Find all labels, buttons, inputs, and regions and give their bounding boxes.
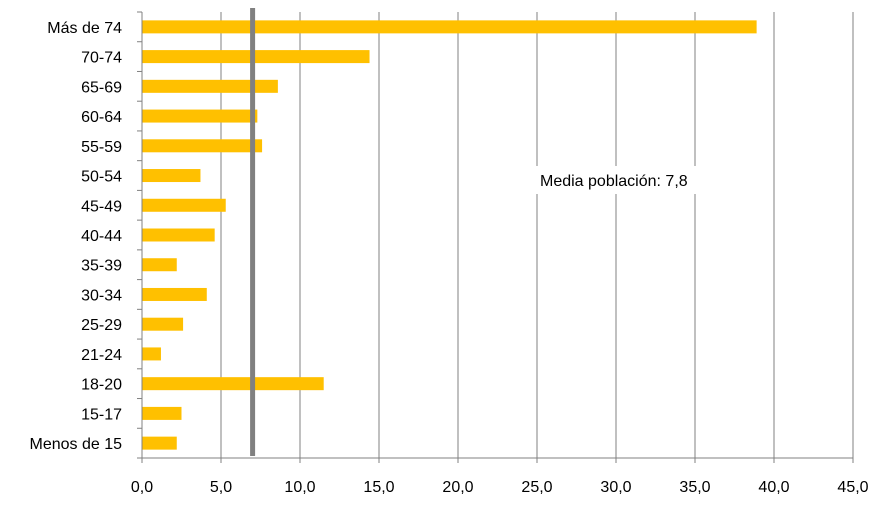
bar [142,287,207,301]
x-tick-label: 0,0 [131,479,153,496]
category-label: 15-17 [81,406,122,423]
bar [142,50,370,64]
bar [142,377,324,391]
bar [142,228,215,242]
bar [142,109,258,123]
category-label: 60-64 [81,109,122,126]
x-tick-label: 5,0 [210,479,232,496]
category-label: 45-49 [81,198,122,215]
bar [142,169,201,183]
axes [137,11,854,463]
category-label: 40-44 [81,228,122,245]
x-tick-label: 10,0 [284,479,315,496]
bar [142,347,161,361]
bar [142,406,182,420]
x-tick-label: 15,0 [363,479,394,496]
category-label: 18-20 [81,377,122,394]
category-label: 30-34 [81,287,122,304]
bar [142,436,177,450]
category-label: 70-74 [81,50,122,67]
category-label: 65-69 [81,79,122,96]
x-tick-label: 25,0 [521,479,552,496]
category-label: 25-29 [81,317,122,334]
x-tick-label: 45,0 [837,479,868,496]
category-label: 21-24 [81,347,122,364]
x-tick-label: 40,0 [758,479,789,496]
category-label: 35-39 [81,258,122,275]
x-tick-label: 30,0 [600,479,631,496]
bar [142,20,757,34]
x-tick-label: 35,0 [679,479,710,496]
annotation-background [534,166,724,194]
bar [142,258,177,272]
labels: 0,0 5,0 10,0 15,0 20,0 25,0 30,0 35,0 40,0 45,0 Má… [29,20,868,496]
category-label: 55-59 [81,139,122,156]
category-label: Menos de 15 [29,436,122,453]
bars [142,20,757,450]
category-label: 50-54 [81,169,122,186]
bar [142,79,278,93]
annotation-label: Media población: 7,8 [540,173,688,190]
grid-lines [220,12,854,458]
category-label: Más de 74 [47,20,122,37]
bar [142,198,226,212]
bar [142,317,184,331]
bar [142,139,263,153]
x-tick-label: 20,0 [442,479,473,496]
